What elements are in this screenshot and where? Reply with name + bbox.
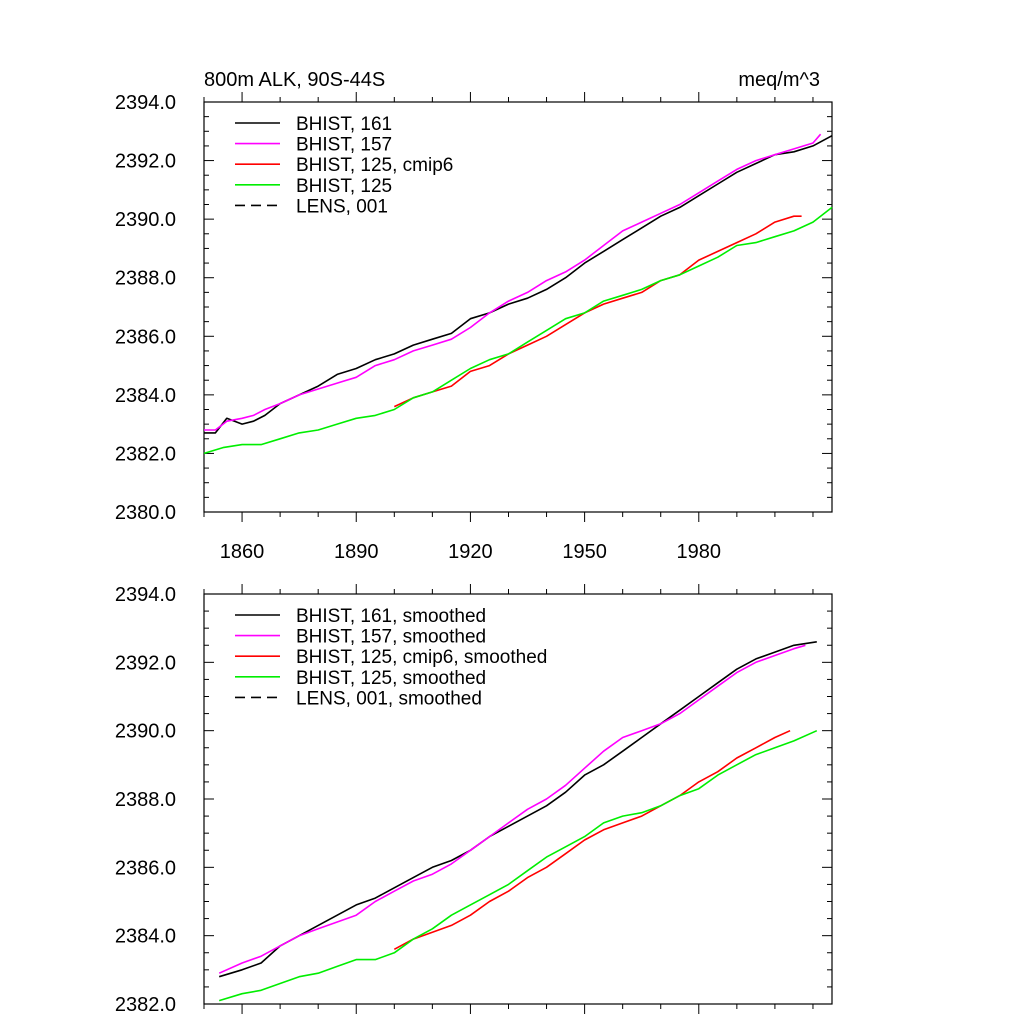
chart-title-left: 800m ALK, 90S-44S	[204, 69, 385, 91]
legend-label: BHIST, 125, smoothed	[296, 668, 486, 689]
x-tick-label: 1950	[562, 541, 607, 563]
legend-label: LENS, 001, smoothed	[296, 688, 482, 709]
y-tick-label: 2386.0	[115, 326, 176, 348]
series-line-bhist-161	[204, 134, 833, 434]
x-tick-label: 1890	[334, 541, 379, 563]
y-tick-label: 2392.0	[115, 151, 176, 173]
series-line-bhist-125-cmip6	[393, 215, 802, 408]
y-tick-label: 2388.0	[115, 789, 176, 811]
y-tick-label: 2388.0	[115, 268, 176, 290]
bottom-chart-panel: 2382.0 2384.0 2386.0 2388.0 2390.0 2392.0 2394…	[115, 584, 833, 1016]
series-line-bhist-157	[204, 133, 822, 431]
legend-label: BHIST, 161, smoothed	[296, 606, 486, 627]
legend-label: BHIST, 125, cmip6, smoothed	[296, 647, 547, 668]
x-tick-label: 1920	[448, 541, 493, 563]
legend-label: BHIST, 157	[296, 135, 392, 156]
y-tick-label: 2386.0	[115, 857, 176, 879]
legend-label: BHIST, 125	[296, 176, 392, 197]
y-tick-label: 2390.0	[115, 209, 176, 231]
series-line-bhist-125-cmip6-smoothed	[393, 729, 791, 951]
series-line-bhist-161-smoothed	[218, 641, 817, 978]
x-tick-label: 1860	[220, 541, 265, 563]
series-line-bhist-157-smoothed	[218, 644, 806, 974]
y-tick-label: 2390.0	[115, 721, 176, 743]
x-tick-label: 1980	[677, 541, 722, 563]
y-tick-label: 2384.0	[115, 926, 176, 948]
legend-label: BHIST, 161	[296, 114, 392, 135]
series-line-bhist-125-smoothed	[218, 729, 818, 1002]
y-tick-label: 2382.0	[115, 994, 176, 1016]
y-tick-label: 2382.0	[115, 443, 176, 465]
legend-label: BHIST, 157, smoothed	[296, 627, 486, 648]
y-tick-label: 2380.0	[115, 502, 176, 524]
y-tick-label: 2394.0	[115, 584, 176, 606]
y-tick-label: 2394.0	[115, 92, 176, 114]
y-tick-label: 2384.0	[115, 385, 176, 407]
legend-label: BHIST, 125, cmip6	[296, 155, 453, 176]
top-chart-panel: 800m ALK, 90S-44S meq/m^3 2380.0 2382.0 2384…	[115, 69, 833, 563]
legend-label: LENS, 001	[296, 196, 388, 217]
series-line-bhist-125	[203, 206, 833, 455]
chart-title-right: meq/m^3	[738, 69, 820, 91]
y-tick-label: 2392.0	[115, 652, 176, 674]
